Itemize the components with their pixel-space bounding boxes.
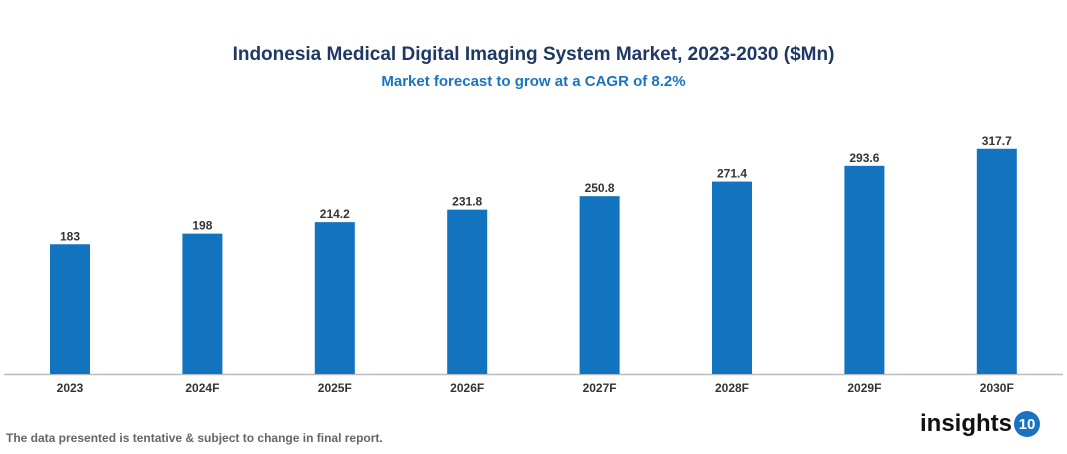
data-label: 271.4 bbox=[717, 167, 747, 181]
chart-title: Indonesia Medical Digital Imaging System… bbox=[232, 44, 835, 65]
insights10-logo: insights 10 bbox=[920, 410, 1041, 438]
x-tick-label: 2026F bbox=[450, 381, 484, 395]
data-label: 293.6 bbox=[849, 151, 879, 165]
logo-badge: 10 bbox=[1014, 411, 1041, 437]
data-label: 198 bbox=[192, 219, 212, 233]
x-tick-label: 2025F bbox=[318, 381, 352, 395]
bar bbox=[447, 209, 488, 374]
data-label: 250.8 bbox=[585, 181, 615, 195]
chart-subtitle: Market forecast to grow at a CAGR of 8.2… bbox=[381, 73, 686, 90]
bar bbox=[182, 233, 223, 374]
logo-text: insights bbox=[920, 410, 1013, 437]
x-tick-label: 2029F bbox=[847, 381, 881, 395]
data-label: 231.8 bbox=[452, 195, 482, 209]
footnote: The data presented is tentative & subjec… bbox=[6, 431, 383, 445]
bar bbox=[579, 196, 620, 374]
data-label: 317.7 bbox=[982, 134, 1012, 148]
bar bbox=[844, 165, 885, 374]
data-label: 183 bbox=[60, 229, 80, 243]
x-tick-label: 2030F bbox=[980, 381, 1014, 395]
bar bbox=[712, 181, 752, 374]
x-tick-label: 2027F bbox=[583, 381, 617, 395]
x-tick-label: 2023 bbox=[57, 381, 84, 395]
bar bbox=[314, 222, 355, 374]
x-tick-label: 2024F bbox=[185, 381, 219, 395]
data-label: 214.2 bbox=[320, 207, 350, 221]
bar-chart: 183 2023 198 2024F 214.2 2025F 231.8 2026F 250.8… bbox=[4, 134, 1063, 395]
x-tick-label: 2028F bbox=[715, 381, 749, 395]
bar bbox=[50, 244, 90, 374]
bar bbox=[976, 148, 1017, 374]
